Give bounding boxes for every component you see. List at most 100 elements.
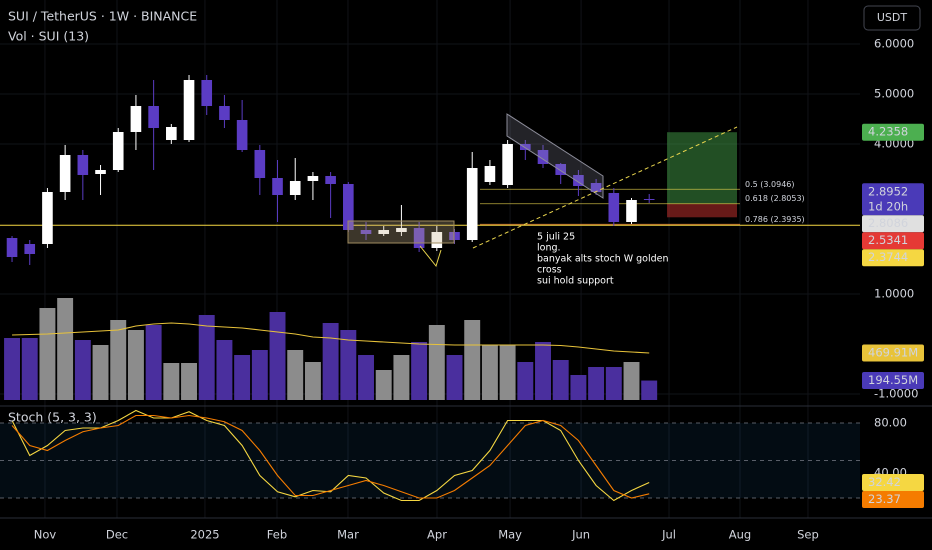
annotation: cross bbox=[537, 265, 562, 276]
currency[interactable]: USDT bbox=[877, 11, 908, 24]
candle-body bbox=[42, 192, 53, 244]
price-label-box bbox=[862, 123, 924, 141]
y-tick-label: -1.0000 bbox=[874, 387, 918, 401]
volume-bar bbox=[304, 362, 321, 400]
volume-label: 194.55M bbox=[868, 373, 918, 387]
volume-label-box bbox=[862, 372, 924, 390]
candle-body bbox=[608, 193, 620, 222]
fib-label: 0.786 (2.3935) bbox=[745, 215, 805, 224]
volume-bar bbox=[552, 360, 569, 400]
price-label: 2.3744 bbox=[868, 250, 908, 264]
volume-bar bbox=[322, 323, 339, 400]
candle-body bbox=[643, 199, 655, 200]
currency-button[interactable] bbox=[863, 5, 921, 31]
x-tick-label: Jun bbox=[571, 528, 590, 542]
candle-body bbox=[396, 228, 407, 232]
candle-body bbox=[77, 155, 89, 175]
last-price-label-box bbox=[862, 183, 924, 216]
price-label: 2.5341 bbox=[868, 233, 908, 247]
volume-bar bbox=[535, 342, 551, 400]
volume-bar bbox=[127, 330, 144, 400]
volume-bar bbox=[605, 367, 622, 400]
volume-bar bbox=[4, 338, 20, 400]
volume-bar bbox=[481, 345, 498, 400]
x-tick-label: Dec bbox=[106, 528, 128, 542]
volume-bar bbox=[92, 345, 109, 400]
volume-bar bbox=[74, 340, 91, 400]
x-tick-label: Sep bbox=[797, 528, 819, 542]
stoch-line bbox=[11, 414, 650, 499]
x-tick-label: Aug bbox=[729, 528, 751, 542]
last-price-label-countdown: 1d 20h bbox=[868, 200, 908, 214]
volume-bar bbox=[641, 380, 658, 400]
volume-bar bbox=[21, 338, 38, 400]
v-marker bbox=[419, 245, 442, 268]
y-tick-label: 1.0000 bbox=[874, 287, 914, 301]
volume-bar bbox=[287, 350, 304, 400]
fib-label: 0.5 (3.0946) bbox=[745, 180, 795, 189]
annotation: 5 juli 25 bbox=[537, 232, 575, 243]
candle-body bbox=[236, 120, 248, 150]
target-zone bbox=[667, 132, 737, 204]
stoch-label-box bbox=[862, 473, 924, 491]
last-price-label: 2.8952 bbox=[868, 185, 908, 199]
candle-body bbox=[360, 230, 372, 234]
candle-body bbox=[289, 181, 301, 195]
price-label-box bbox=[862, 249, 924, 267]
candle-body bbox=[6, 238, 18, 257]
stoch-band bbox=[0, 423, 860, 498]
x-tick-label: Feb bbox=[267, 528, 287, 542]
candle-body bbox=[449, 232, 460, 240]
y-tick-label: 5.0000 bbox=[874, 87, 914, 101]
volume-bar bbox=[375, 370, 392, 400]
candle-body bbox=[95, 170, 106, 174]
candle-body bbox=[413, 228, 425, 248]
candle-body bbox=[520, 144, 531, 150]
candle-body bbox=[484, 166, 496, 182]
candle-body bbox=[325, 176, 336, 184]
candle-body bbox=[166, 127, 177, 140]
candle-body bbox=[254, 150, 266, 178]
candle-body bbox=[130, 106, 142, 132]
volume-bar bbox=[499, 345, 516, 400]
annotation: long. bbox=[537, 243, 561, 254]
candle-body bbox=[59, 155, 71, 192]
x-tick-label: Nov bbox=[34, 528, 57, 542]
volume-ma bbox=[12, 322, 650, 354]
y-tick-label: 6.0000 bbox=[874, 37, 914, 51]
volume-bar bbox=[181, 363, 197, 400]
volume-ma-label-box bbox=[862, 344, 924, 362]
volume-bar bbox=[393, 355, 410, 400]
volume-bar bbox=[234, 355, 251, 400]
volume-bar bbox=[198, 315, 215, 400]
volume-bar bbox=[216, 340, 233, 400]
channel bbox=[506, 113, 604, 199]
price-label: 2.8086 bbox=[868, 216, 908, 230]
x-tick-label: 2025 bbox=[190, 528, 219, 542]
annotation: banyak alts stoch W golden bbox=[537, 254, 669, 265]
candle-body bbox=[24, 244, 36, 254]
candle-body bbox=[466, 168, 478, 240]
volume-bar bbox=[39, 308, 56, 400]
candle-body bbox=[219, 106, 230, 120]
volume-bar bbox=[464, 320, 481, 400]
fib-label: 0.618 (2.8053) bbox=[745, 194, 805, 203]
annotation: sui hold support bbox=[537, 276, 614, 287]
volume-bar bbox=[358, 355, 374, 400]
volume-bar bbox=[570, 375, 587, 400]
volume-bar bbox=[57, 298, 74, 400]
price-label: 4.2358 bbox=[868, 125, 908, 139]
candle-body bbox=[573, 175, 584, 186]
x-tick-label: May bbox=[498, 528, 522, 542]
volume-bar bbox=[623, 362, 640, 400]
plot-area: 0.5 (3.0946) 0.618 (2.8053) 0.786 (2.3935)… bbox=[0, 0, 860, 518]
volume-bar bbox=[340, 330, 357, 400]
volume-bar bbox=[517, 362, 534, 400]
volume-bar bbox=[251, 350, 268, 400]
volume-bar bbox=[411, 342, 428, 400]
candle-body bbox=[378, 230, 390, 234]
price-label-box bbox=[862, 232, 924, 250]
candle-body bbox=[343, 184, 354, 230]
candle-body bbox=[590, 183, 602, 192]
